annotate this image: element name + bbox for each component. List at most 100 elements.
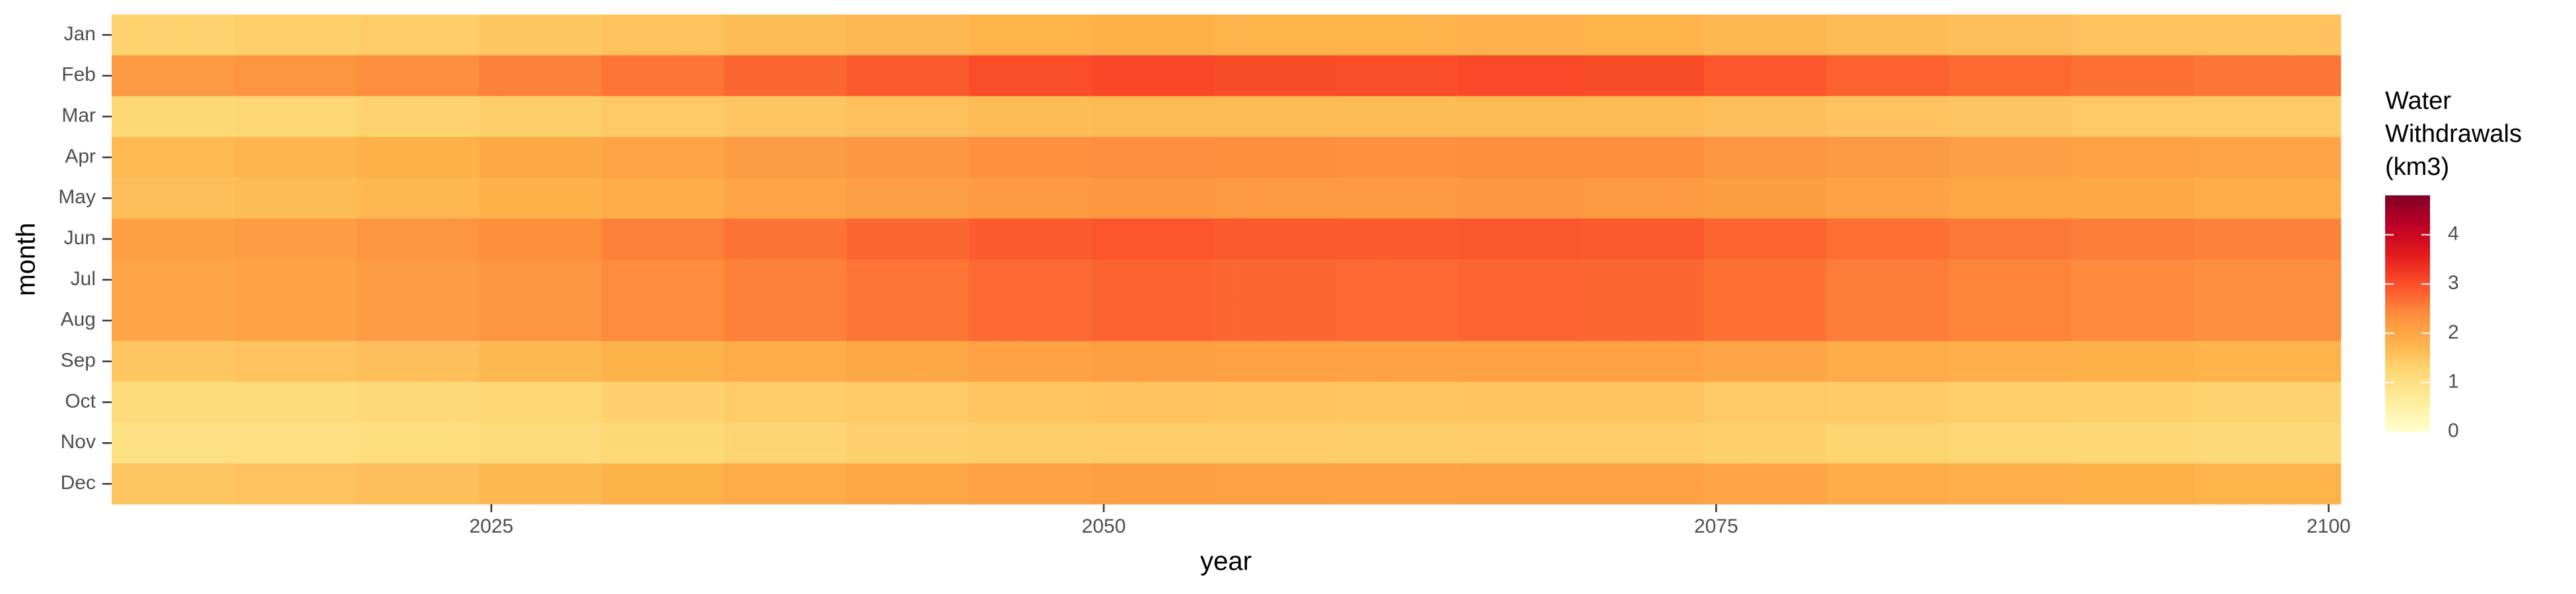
heat-tile — [2218, 137, 2244, 178]
heat-tile — [1703, 15, 1729, 56]
heat-tile — [724, 178, 749, 219]
heat-tile — [2022, 422, 2048, 464]
heat-tile — [675, 341, 700, 382]
heat-tile — [1851, 55, 1876, 97]
heat-tile — [1434, 137, 1460, 178]
heat-tile — [1851, 422, 1876, 464]
heat-tile — [1532, 422, 1557, 464]
heat-tile — [1557, 178, 1582, 219]
heat-tile — [1508, 422, 1533, 464]
heat-tile — [846, 137, 872, 178]
heat-tile — [969, 381, 994, 423]
heat-tile — [2291, 300, 2317, 342]
heat-tile — [1116, 300, 1141, 342]
heat-tile — [699, 218, 725, 260]
heat-tile — [2145, 55, 2170, 97]
heat-tile — [1557, 15, 1582, 56]
heat-tile — [1189, 341, 1215, 382]
heat-tile — [503, 422, 528, 464]
heat-tile — [1581, 178, 1606, 219]
heat-tile — [1361, 463, 1386, 505]
heat-tile — [2120, 178, 2145, 219]
heat-tile — [1508, 381, 1533, 423]
heat-tile — [1458, 218, 1484, 260]
y-tick-label: May — [58, 186, 96, 208]
heat-tile — [2169, 96, 2194, 137]
heat-tile — [2120, 55, 2145, 97]
heat-tile — [626, 259, 651, 301]
heat-tile — [1213, 300, 1239, 342]
heat-tile — [1336, 259, 1361, 301]
heat-tile — [650, 341, 676, 382]
heat-tile — [2096, 422, 2121, 464]
heat-tile — [234, 137, 259, 178]
heat-tile — [2291, 137, 2317, 178]
heat-tile — [846, 341, 872, 382]
heat-tile — [1900, 300, 1925, 342]
heat-tile — [1703, 381, 1729, 423]
heat-tile — [1606, 422, 1631, 464]
heat-tile — [1287, 178, 1312, 219]
heat-tile — [1189, 178, 1215, 219]
heat-tile — [1067, 218, 1092, 260]
heat-tile — [283, 341, 308, 382]
heat-tile — [1385, 178, 1411, 219]
heat-tile — [332, 341, 357, 382]
heat-tile — [1826, 96, 1851, 137]
heat-tile — [1924, 259, 1949, 301]
heat-tile — [2291, 218, 2317, 260]
heat-tile — [2071, 15, 2096, 56]
heat-tile — [1851, 300, 1876, 342]
heat-tile — [1164, 381, 1190, 423]
heat-tile — [258, 259, 284, 301]
heat-tile — [1973, 55, 1999, 97]
heat-tile — [332, 422, 357, 464]
heat-tile — [822, 422, 847, 464]
heat-tile — [136, 422, 161, 464]
heat-tile — [283, 463, 308, 505]
heat-tile — [2316, 137, 2342, 178]
heat-tile — [380, 96, 406, 137]
heat-tile — [1140, 381, 1166, 423]
heat-tile — [1581, 137, 1606, 178]
heat-tile — [2071, 300, 2096, 342]
heat-tile — [454, 218, 480, 260]
heat-tile — [209, 259, 234, 301]
heat-tile — [1140, 463, 1166, 505]
heat-tile — [846, 96, 872, 137]
heat-tile — [1140, 422, 1166, 464]
heat-tile — [993, 259, 1019, 301]
heat-tile — [1973, 341, 1999, 382]
heat-tile — [1336, 137, 1361, 178]
heat-tile — [234, 15, 259, 56]
heat-tile — [626, 300, 651, 342]
heat-tile — [1385, 259, 1411, 301]
heat-tile — [993, 137, 1019, 178]
heat-tile — [675, 137, 700, 178]
heat-tile — [748, 422, 773, 464]
heat-tile — [307, 15, 333, 56]
heat-tile — [1703, 259, 1729, 301]
heat-tile — [846, 15, 872, 56]
heat-tile — [552, 55, 578, 97]
heat-tile — [2316, 96, 2342, 137]
heat-tile — [2096, 300, 2121, 342]
heat-tile — [356, 218, 382, 260]
heat-tile — [797, 259, 822, 301]
heat-tile — [1116, 259, 1141, 301]
heat-tile — [626, 178, 651, 219]
heat-tile — [993, 422, 1019, 464]
heat-tile — [2169, 15, 2194, 56]
heat-tile — [1189, 137, 1215, 178]
heat-tile — [1630, 422, 1655, 464]
heat-tile — [846, 422, 872, 464]
heat-tile — [1679, 463, 1705, 505]
heat-tile — [2218, 422, 2244, 464]
heat-tile — [1385, 463, 1411, 505]
heat-tile — [503, 178, 528, 219]
heat-tile — [1508, 15, 1533, 56]
heat-tile — [136, 137, 161, 178]
heat-tile — [1532, 15, 1557, 56]
heat-tile — [1458, 96, 1484, 137]
heat-tile — [1949, 463, 1974, 505]
